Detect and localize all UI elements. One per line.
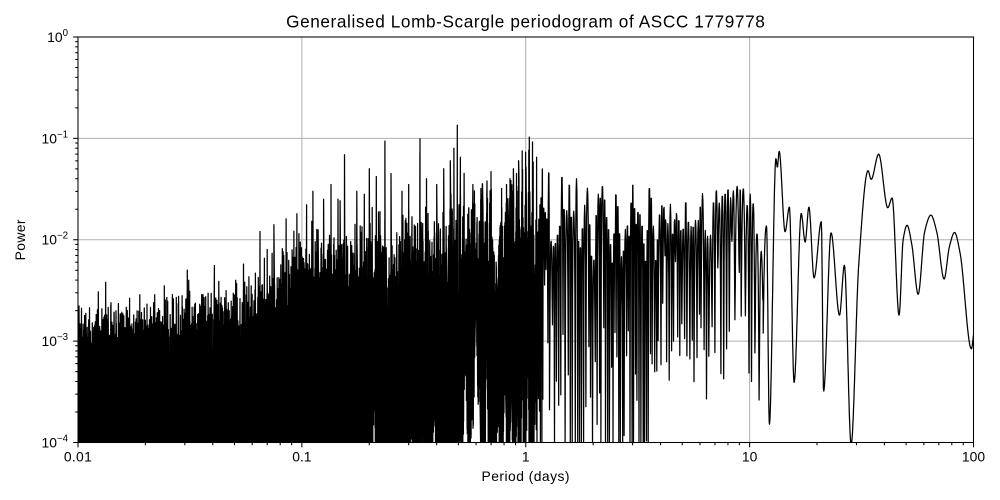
svg-text:100: 100 (962, 449, 985, 465)
svg-text:0.1: 0.1 (292, 449, 312, 465)
svg-text:Period (days): Period (days) (482, 468, 570, 484)
svg-text:10−2: 10−2 (42, 231, 69, 248)
svg-text:Power: Power (12, 219, 28, 260)
svg-text:0.01: 0.01 (64, 449, 92, 465)
svg-text:100: 100 (47, 28, 68, 45)
svg-text:10−1: 10−1 (42, 129, 69, 146)
svg-text:10−3: 10−3 (42, 332, 69, 349)
svg-text:10: 10 (742, 449, 758, 465)
svg-text:1: 1 (522, 449, 530, 465)
svg-text:Generalised Lomb-Scargle perio: Generalised Lomb-Scargle periodogram of … (286, 11, 765, 31)
